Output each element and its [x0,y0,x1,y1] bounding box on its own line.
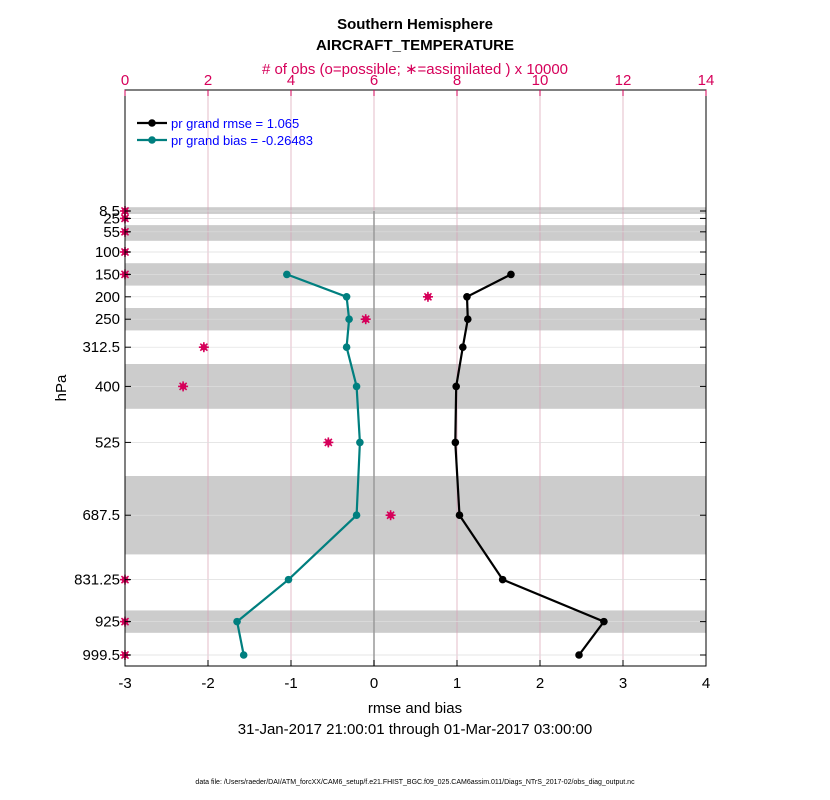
level-band-0 [125,207,706,214]
bias-point [352,382,361,391]
level-band-1 [125,225,706,241]
x-tick-label: 3 [619,675,627,692]
date-range: 31-Jan-2017 21:00:01 through 01-Mar-2017… [238,721,592,738]
y-tick-label: 400 [95,378,120,395]
obs-marker [178,381,189,392]
bias-point [283,270,291,279]
y-tick-label: 55 [103,224,120,241]
chart-title: Southern Hemisphere [337,16,493,33]
x-tick-label: 1 [453,675,461,692]
x-tick-label: -3 [118,675,131,692]
obs-marker [323,437,334,448]
obs-marker [198,342,209,353]
x-tick-label: 4 [702,675,710,692]
y-tick-label: 525 [95,434,120,451]
y-tick-label: 687.5 [82,507,120,524]
rmse-point [455,511,464,520]
top-tick-label: 2 [204,72,212,89]
top-tick-label: 10 [532,72,549,89]
y-tick-label: 925 [95,614,120,631]
y-tick-label: 831.25 [74,572,120,589]
top-tick-label: 14 [698,72,715,89]
bottom-axis: -3 -2 -1 0 1 2 3 4 [118,660,710,692]
legend-rmse-label: pr grand rmse = 1.065 [171,116,299,131]
data-series [233,270,608,659]
rmse-point [452,382,460,391]
legend-rmse-marker [148,119,156,127]
bias-point [352,511,361,520]
y-tick-label: 312.5 [82,339,120,356]
top-axis-label: # of obs (o=possible; ∗=assimilated ) x … [262,61,568,78]
y-axis-label: hPa [53,374,70,401]
bias-point [342,292,351,301]
y-tick-label: 200 [95,289,120,306]
rmse-line [454,273,606,656]
bias-point [356,438,364,447]
data-file-footer: data file: /Users/raeder/DAI/ATM_forcXX/… [195,779,635,786]
obs-marker-stroke [361,315,370,324]
bias-point [239,651,248,659]
rmse-point [459,343,467,352]
y-tick-label: 999.5 [82,647,120,664]
plot-frame [124,89,707,667]
rmse-point [451,438,460,447]
y-tick-label: 250 [95,311,120,328]
obs-marker [385,510,396,521]
level-bands [125,207,706,633]
obs-marker-stroke [199,343,208,352]
bias-line [235,273,362,656]
x-tick-label: 0 [370,675,378,692]
x-tick-label: 2 [536,675,544,692]
chart-subtitle: AIRCRAFT_TEMPERATURE [316,37,514,54]
bias-point [345,315,353,323]
top-tick-label: 8 [453,72,461,89]
obs-marker [360,314,371,325]
obs-marker-stroke [423,292,433,301]
rmse-point [463,315,472,323]
bias-point [342,343,351,352]
top-tick-label: 6 [370,72,378,89]
bias-point [284,575,293,584]
obs-marker-stroke [178,382,188,391]
legend-bias-marker [148,136,156,144]
rmse-point [463,292,471,301]
y-tick-label: 100 [95,244,120,261]
y-tick-label: 8.5 [99,203,120,220]
top-axis: 0 2 4 6 8 10 12 14 [121,72,715,96]
obs-marker-stroke [386,511,395,520]
x-tick-label: -1 [284,675,297,692]
x-tick-label: -2 [201,675,214,692]
rmse-point [507,270,515,279]
y-tick-label: 25 [103,210,120,227]
rmse-point [575,651,583,659]
bias-point [233,617,241,626]
y-tick-label: 150 [95,266,120,283]
top-tick-label: 0 [121,72,129,89]
top-tick-label: 12 [615,72,632,89]
x-axis-label: rmse and bias [368,700,462,717]
legend-bias-label: pr grand bias = -0.26483 [171,133,313,148]
top-tick-label: 4 [287,72,295,89]
rmse-point [600,617,608,626]
rmse-point [498,575,507,584]
obs-marker-stroke [324,438,333,447]
legend: pr grand rmse = 1.065 pr grand bias = -0.… [137,116,313,148]
obs-marker [422,291,433,302]
